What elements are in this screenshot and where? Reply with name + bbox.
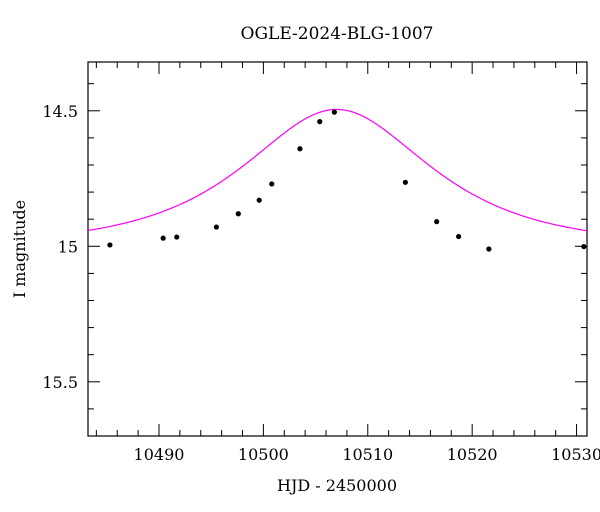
y-axis-label: I magnitude [10,200,29,298]
x-tick-label: 10530 [551,445,600,464]
model-curve-layer [87,108,588,232]
x-axis-label: HJD - 2450000 [277,476,397,495]
x-tick-label: 10500 [238,445,289,464]
data-point [581,243,587,250]
data-point [317,119,323,125]
model-curve [87,108,588,232]
y-tick-label: 14.5 [42,102,78,121]
chart-title: OGLE-2024-BLG-1007 [241,24,434,44]
data-point [213,224,220,230]
axes: 10490 10500 10510 10520 10530 14.5 15 15.5 [42,61,600,464]
y-tick-label: 15.5 [42,373,78,392]
data-point [402,179,408,185]
data-point [256,197,262,203]
data-point [455,233,462,240]
data-point [160,235,166,241]
x-tick-label: 10510 [342,445,393,464]
x-tick-label: 10520 [447,445,498,464]
data-point [235,211,241,217]
data-point [331,109,337,115]
x-tick-label: 10490 [134,445,185,464]
plot-frame [87,61,588,437]
data-point [269,181,275,187]
data-point [486,246,492,252]
data-point [174,234,180,240]
data-points-layer [107,109,587,252]
data-point [107,242,113,248]
y-tick-label: 15 [58,237,78,256]
data-point [434,219,440,225]
data-point [297,146,303,152]
